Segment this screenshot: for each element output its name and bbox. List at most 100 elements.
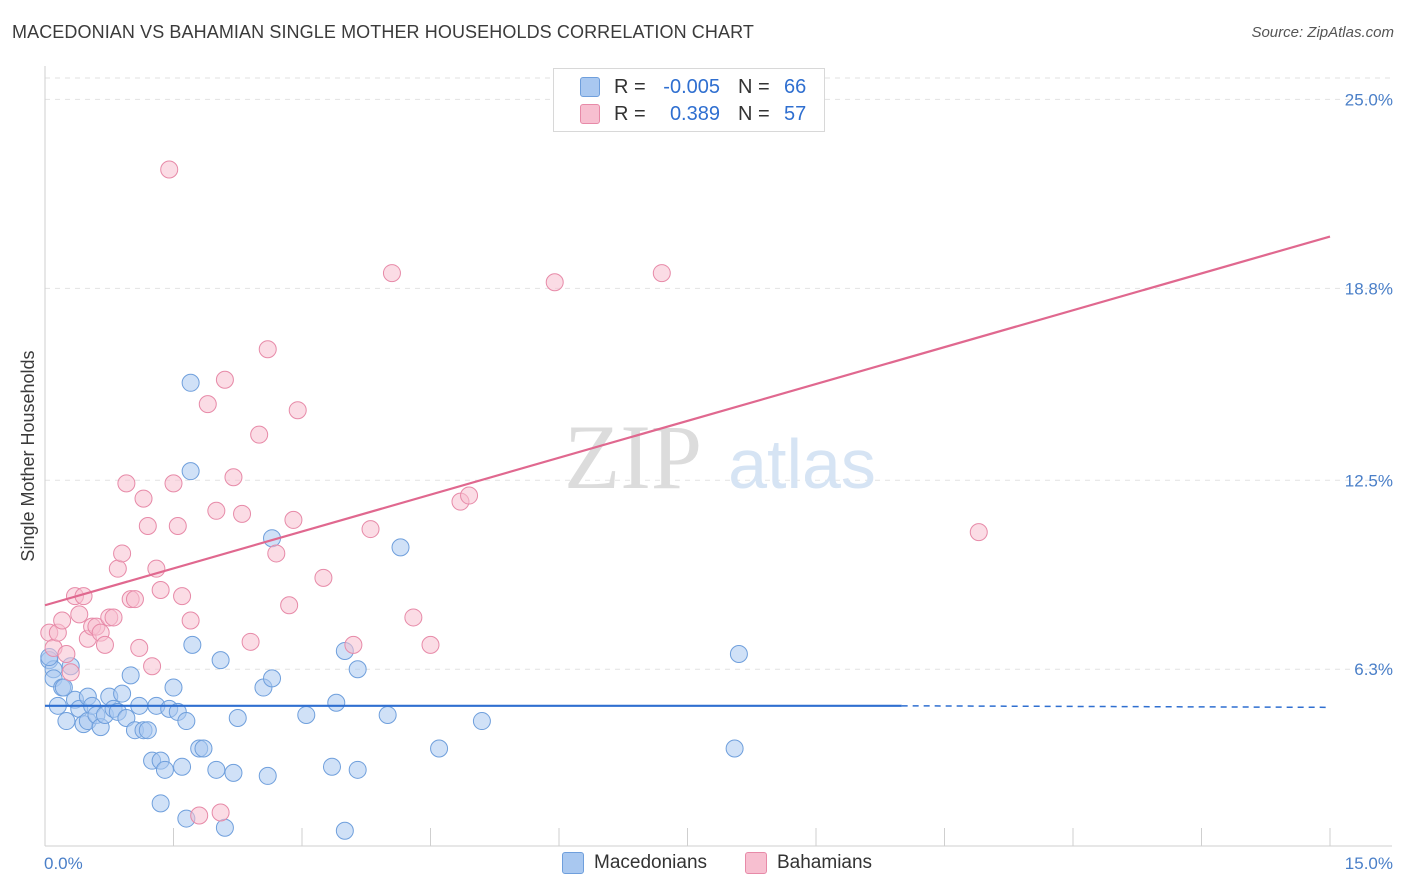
point-macedonians [263, 669, 282, 688]
point-macedonians [57, 712, 76, 731]
point-macedonians [181, 373, 200, 392]
point-macedonians [177, 712, 196, 731]
point-bahamians [113, 544, 132, 563]
point-macedonians [430, 739, 449, 758]
point-bahamians [207, 501, 226, 520]
x-tick-label-max: 15.0% [1345, 854, 1393, 873]
point-bahamians [404, 608, 423, 627]
legend-r-value: -0.005 [663, 75, 720, 98]
point-bahamians [280, 596, 299, 615]
point-bahamians [70, 605, 89, 624]
point-macedonians [181, 462, 200, 481]
trend-bahamians [44, 235, 1331, 607]
legend-item-bahamians[interactable]: Bahamians [745, 852, 872, 874]
point-bahamians [288, 401, 307, 420]
x-tick-label-min: 0.0% [44, 854, 83, 873]
trend-lines [44, 235, 1331, 709]
point-macedonians [138, 721, 157, 740]
legend-r-value: 0.389 [669, 102, 720, 125]
point-bahamians [361, 520, 380, 539]
series-legend: Macedonians Bahamians [0, 852, 1406, 878]
point-bahamians [95, 635, 114, 654]
axes [44, 66, 1392, 847]
y-tick-label: 12.5% [1345, 471, 1393, 490]
point-macedonians [725, 739, 744, 758]
point-bahamians [224, 468, 243, 487]
point-macedonians [121, 666, 140, 685]
point-macedonians [258, 766, 277, 785]
point-macedonians [113, 684, 132, 703]
y-tick-label: 18.8% [1345, 279, 1393, 298]
point-macedonians [348, 760, 367, 779]
point-bahamians [241, 632, 260, 651]
point-macedonians [472, 712, 491, 731]
legend-row-bahamians: R = 0.389 N = 57 [580, 102, 806, 126]
point-macedonians [729, 645, 748, 664]
legend-n-label: N = [738, 102, 770, 125]
point-bahamians [421, 635, 440, 654]
point-bahamians [460, 486, 479, 505]
point-macedonians [297, 705, 316, 724]
point-bahamians [314, 568, 333, 587]
point-bahamians [125, 590, 144, 609]
point-bahamians [250, 425, 269, 444]
point-bahamians [198, 395, 217, 414]
watermark: ZIP atlas [564, 406, 876, 508]
legend-item-macedonians[interactable]: Macedonians [562, 852, 707, 874]
point-macedonians [194, 739, 213, 758]
point-bahamians [344, 635, 363, 654]
point-bahamians [190, 806, 209, 825]
y-tick-label: 25.0% [1345, 90, 1393, 109]
source-label: Source: ZipAtlas.com [1251, 24, 1394, 41]
point-macedonians [391, 538, 410, 557]
legend-r-label: R = [614, 75, 646, 98]
point-bahamians [215, 370, 234, 389]
legend-swatch-macedonians [580, 77, 600, 97]
point-macedonians [327, 693, 346, 712]
point-bahamians [151, 581, 170, 600]
point-bahamians [57, 645, 76, 664]
point-bahamians [108, 559, 127, 578]
point-macedonians [155, 760, 174, 779]
point-bahamians [130, 638, 149, 657]
tick-labels: 6.3% 12.5% 18.8% 25.0% 0.0% 15.0% [44, 90, 1393, 873]
point-bahamians [545, 273, 564, 292]
point-macedonians [224, 763, 243, 782]
watermark-zip: ZIP [564, 406, 702, 508]
point-bahamians [382, 264, 401, 283]
point-bahamians [138, 517, 157, 536]
point-macedonians [211, 651, 230, 670]
point-bahamians [117, 474, 136, 493]
trend-extension-macedonians [901, 705, 1331, 709]
point-bahamians [267, 544, 286, 563]
legend-n-value: 57 [784, 102, 807, 125]
watermark-atlas: atlas [728, 425, 876, 503]
point-bahamians [160, 160, 179, 179]
point-macedonians [164, 678, 183, 697]
correlation-legend: R = -0.005 N = 66 R = 0.389 N = 57 [553, 68, 825, 132]
point-bahamians [164, 474, 183, 493]
point-bahamians [969, 523, 988, 542]
legend-n-value: 66 [784, 75, 807, 98]
point-macedonians [322, 757, 341, 776]
point-bahamians [134, 489, 153, 508]
point-bahamians [61, 663, 80, 682]
legend-n-label: N = [738, 75, 770, 98]
point-bahamians [233, 504, 252, 523]
y-axis-label: Single Mother Households [18, 350, 38, 561]
legend-swatch-bahamians [580, 104, 600, 124]
legend-label: Macedonians [594, 852, 708, 873]
point-bahamians [652, 264, 671, 283]
legend-row-macedonians: R = -0.005 N = 66 [580, 75, 806, 99]
point-macedonians [183, 635, 202, 654]
point-bahamians [211, 803, 230, 822]
point-bahamians [284, 510, 303, 529]
point-bahamians [104, 608, 123, 627]
legend-swatch [562, 852, 584, 874]
point-bahamians [53, 611, 72, 630]
y-tick-label: 6.3% [1354, 660, 1393, 679]
point-bahamians [168, 517, 187, 536]
point-macedonians [54, 678, 73, 697]
point-macedonians [215, 818, 234, 837]
